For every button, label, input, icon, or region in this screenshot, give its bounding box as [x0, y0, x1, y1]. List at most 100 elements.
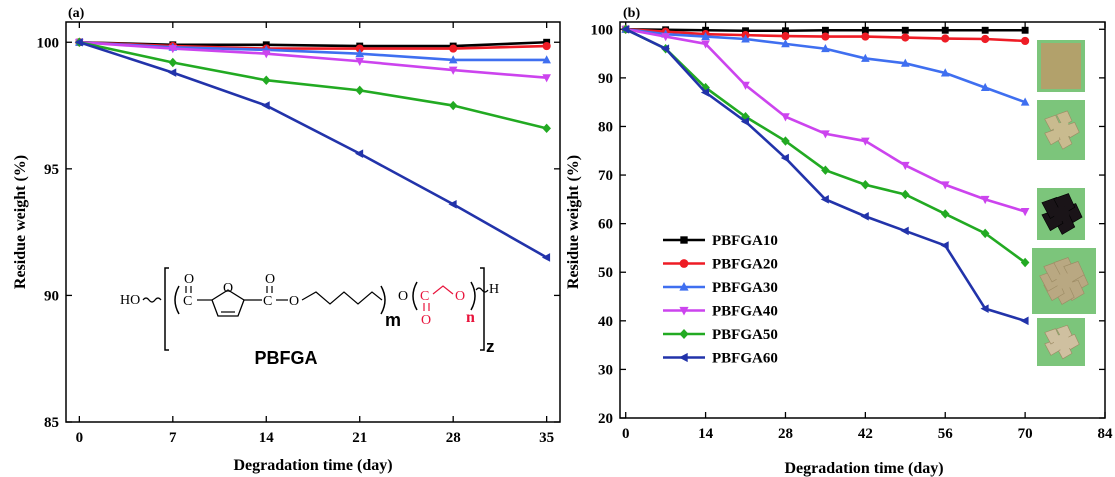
- pb-x-tick-label: 56: [938, 426, 954, 442]
- pb-series-5-point: [820, 195, 829, 204]
- sample-photo-4: [1032, 248, 1096, 314]
- pa-series-3-point: [355, 57, 365, 66]
- structure-paren-left-2: [412, 281, 418, 311]
- structure-n-subscript: n: [466, 309, 475, 326]
- pa-series-3-point: [168, 45, 178, 54]
- pb-series-0-point: [742, 27, 749, 35]
- pb-x-tick-label: 14: [698, 426, 714, 442]
- pb-series-3-point: [781, 113, 790, 122]
- structure-furan-ring: [211, 289, 245, 317]
- pb-series-3-point: [940, 181, 950, 190]
- pb-y-tick-label: 100: [591, 22, 614, 38]
- pa-x-tick-label: 21: [352, 430, 367, 446]
- legend-item: PBFGA20: [663, 257, 778, 273]
- pa-series-5-point: [74, 37, 83, 47]
- panel-b: (b) 0 14 28 42 56 70 84 20 30 40 50 60 70 80 90 100 PBF…: [565, 6, 1113, 477]
- pb-series-3-point: [980, 195, 990, 205]
- pa-series-3-point: [542, 74, 551, 83]
- pb-series-2-point: [900, 58, 910, 67]
- pb-series-3-point: [741, 81, 750, 90]
- pb-series-5-line: [625, 28, 1026, 323]
- panel-b-legend: PBFGA10 PBFGA20 PBFGA30 PBFGA40 PBFGA50 PBFGA…: [663, 233, 778, 367]
- sample-photos: [1032, 40, 1096, 366]
- structure-outer-bracket-left: [164, 267, 169, 351]
- pb-series-2-point: [940, 68, 950, 77]
- structure-paren-right-2: [470, 281, 476, 311]
- structure-wavy-bond-2: [475, 287, 489, 293]
- pb-x-tick-label: 42: [858, 426, 873, 442]
- pb-series-2-point: [861, 53, 870, 62]
- pa-y-tick-label: 95: [44, 162, 59, 178]
- pb-series-1-point: [1021, 36, 1030, 46]
- panel-b-ticks: 0 14 28 42 56 70 84 20 30 40 50 60 70 80 90 100: [591, 22, 1113, 442]
- pa-series-4-point: [542, 123, 551, 134]
- structure-carbonyl-o2: O: [265, 272, 275, 287]
- pa-series-3-point: [261, 50, 271, 59]
- pb-series-2-point: [741, 34, 750, 43]
- pb-series-0-point: [981, 26, 989, 34]
- pb-series-4-point: [940, 209, 950, 219]
- panel-a-y-axis-label: Residue weight (%): [12, 155, 29, 289]
- pa-series-4-point: [168, 57, 178, 68]
- pb-x-tick-label: 0: [622, 426, 630, 442]
- pb-series-0-point: [941, 26, 949, 34]
- pb-series-5-point: [980, 304, 989, 313]
- pb-series-3-point: [701, 40, 710, 49]
- structure-paren-right: [380, 285, 386, 315]
- legend-swatch-marker: [678, 352, 688, 363]
- pb-series-1-point: [821, 32, 830, 41]
- structure-z-subscript: z: [486, 337, 495, 356]
- pa-x-tick-label: 28: [446, 430, 461, 446]
- pb-series-1-point: [981, 34, 990, 44]
- structure-link-o: O: [398, 289, 408, 304]
- sample-fragment: [1056, 110, 1073, 127]
- structure-carbonyl-c1: C: [183, 294, 192, 309]
- sample-photo-2: [1037, 100, 1085, 160]
- pa-series-5-point: [168, 68, 177, 77]
- pb-series-1-point: [941, 34, 950, 43]
- legend-swatch-marker: [679, 281, 689, 291]
- pb-series-0-point: [861, 26, 869, 34]
- pb-y-tick-label: 40: [598, 314, 613, 330]
- pa-series-2-point: [355, 48, 365, 58]
- legend-item: PBFGA60: [663, 351, 778, 367]
- pb-y-tick-label: 20: [598, 411, 613, 427]
- pb-series-5-point: [660, 44, 670, 54]
- panel-a-x-axis-label: Degradation time (day): [233, 457, 392, 474]
- pb-series-0-point: [821, 26, 829, 34]
- legend-label: PBFGA10: [712, 233, 778, 249]
- structure-glycolate-carbonyl-o: O: [421, 313, 431, 328]
- structure-carbonyl-c2: C: [263, 294, 272, 309]
- pb-series-2-point: [1020, 97, 1030, 106]
- pb-series-4-point: [741, 112, 750, 122]
- pb-series-4-point: [1020, 257, 1030, 268]
- pa-y-tick-label: 100: [37, 35, 60, 51]
- pb-series-4-point: [900, 189, 910, 200]
- pb-series-4-line: [625, 28, 1026, 264]
- pb-y-tick-label: 30: [598, 362, 613, 378]
- pb-y-tick-label: 70: [598, 168, 613, 184]
- panel-b-plot-frame: [619, 21, 1106, 419]
- pa-y-tick-label: 85: [44, 415, 59, 431]
- pbfga-structure: HO C O O C O O m O C: [120, 267, 499, 368]
- legend-swatch-marker: [679, 306, 689, 316]
- pa-series-5: [74, 37, 551, 262]
- structure-butylene-chain: [301, 291, 383, 305]
- structure-glycolate-c: C: [420, 289, 429, 304]
- structure-ester-o: O: [289, 294, 299, 309]
- pb-series-3: [621, 25, 1030, 217]
- pb-series-5-point: [620, 24, 630, 34]
- panel-b-label: (b): [623, 6, 640, 21]
- legend-label: PBFGA30: [712, 280, 778, 296]
- pa-series-5-point: [261, 101, 270, 110]
- sample-film: [1041, 43, 1081, 89]
- pb-x-tick-label: 70: [1018, 426, 1033, 442]
- sample-fragment: [1053, 206, 1070, 222]
- pb-series-1-point: [781, 32, 790, 41]
- pb-series-3-point: [861, 137, 870, 146]
- structure-name: PBFGA: [255, 348, 318, 368]
- pb-series-2-point: [781, 39, 790, 48]
- pb-series-5-point: [1020, 316, 1029, 326]
- pb-series-3-point: [821, 130, 830, 139]
- pa-series-3-point: [448, 66, 458, 75]
